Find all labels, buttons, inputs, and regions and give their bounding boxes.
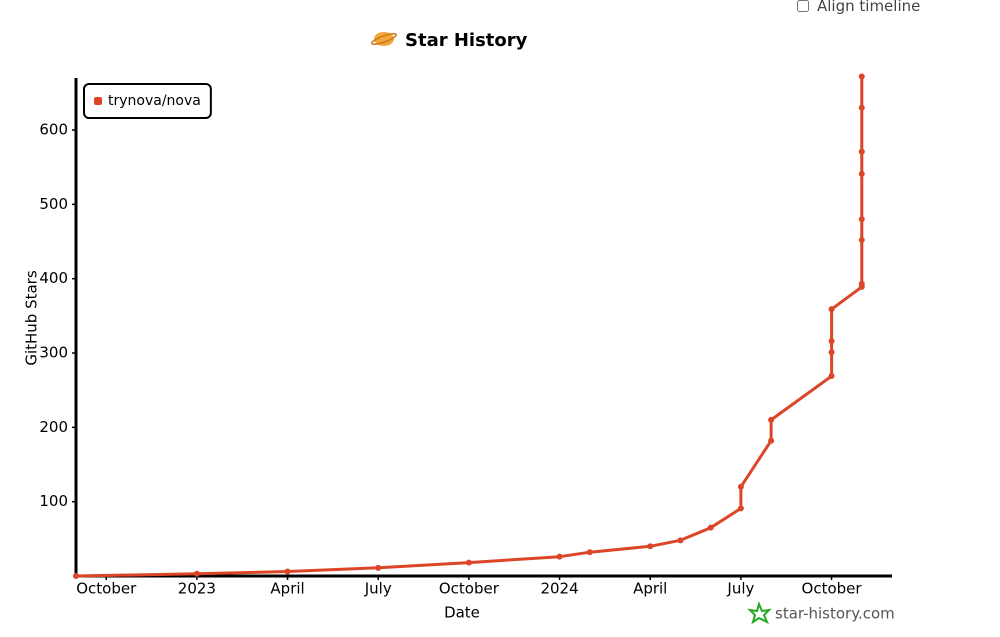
data-point: [465, 559, 472, 566]
data-point: [737, 483, 744, 490]
data-point: [284, 568, 291, 575]
y-tick-label: 200: [39, 418, 68, 436]
x-tick-label: 2024: [540, 580, 578, 598]
x-tick-label: July: [726, 580, 754, 598]
title-icon-ring: [370, 32, 398, 46]
checkbox[interactable]: [797, 0, 809, 12]
data-point: [768, 416, 775, 423]
legend-label: trynova/nova: [108, 93, 201, 109]
data-point: [375, 564, 382, 571]
data-point: [828, 338, 835, 345]
data-point: [586, 549, 593, 556]
data-point: [858, 73, 865, 80]
x-tick-label: October: [802, 580, 863, 598]
y-tick-label: 500: [39, 195, 68, 213]
legend-box: [83, 83, 212, 119]
data-point: [828, 373, 835, 380]
y-tick-label: 400: [39, 269, 68, 287]
x-axis-label: Date: [444, 604, 480, 622]
title-icon: [374, 32, 394, 46]
x-tick-label: October: [439, 580, 500, 598]
data-point: [556, 553, 563, 560]
x-tick-label: April: [633, 580, 667, 598]
data-point: [737, 505, 744, 512]
data-point: [858, 170, 865, 177]
data-point: [73, 573, 79, 579]
align-timeline[interactable]: Align timeline: [797, 0, 920, 15]
data-point: [828, 306, 835, 313]
y-tick-label: 600: [39, 121, 68, 139]
series-line: [74, 75, 864, 578]
x-tick-label: April: [270, 580, 304, 598]
watermark-icon: [747, 601, 772, 625]
data-point: [828, 349, 835, 356]
data-point: [768, 437, 775, 444]
y-axis-label: GitHub Stars: [23, 270, 41, 366]
data-point: [858, 237, 865, 244]
watermark: star-history.com: [775, 605, 895, 623]
data-point: [677, 537, 684, 544]
x-tick-label: October: [76, 580, 137, 598]
chart-title: Star History: [405, 30, 528, 51]
data-point: [858, 216, 865, 223]
checkbox-label: Align timeline: [817, 0, 921, 15]
data-point: [858, 104, 865, 111]
y-tick-label: 100: [39, 492, 68, 510]
data-point: [858, 148, 865, 155]
data-point: [858, 280, 865, 287]
y-tick-label: 300: [39, 344, 68, 362]
legend: trynova/nova: [83, 83, 212, 119]
data-point: [647, 543, 654, 550]
data-point: [193, 570, 200, 577]
x-tick-label: 2023: [178, 580, 216, 598]
data-point: [707, 524, 714, 531]
legend-swatch: [94, 97, 102, 105]
x-tick-label: July: [364, 580, 392, 598]
